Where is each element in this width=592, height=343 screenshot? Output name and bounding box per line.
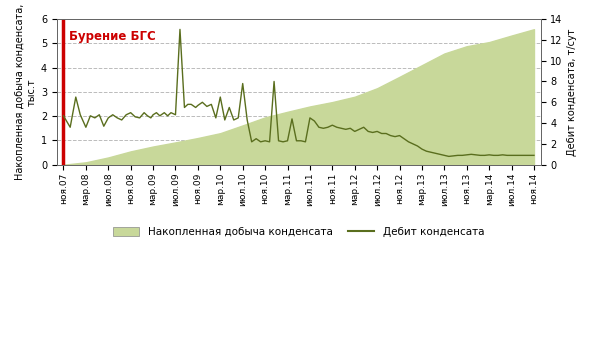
Y-axis label: Накопленная добыча конденсата,
тыс.т: Накопленная добыча конденсата, тыс.т: [15, 4, 37, 180]
Text: Бурение БГС: Бурение БГС: [69, 30, 156, 43]
Y-axis label: Дебит конденсата, т/сут: Дебит конденсата, т/сут: [567, 28, 577, 156]
Legend: Накопленная добыча конденсата, Дебит конденсата: Накопленная добыча конденсата, Дебит кон…: [109, 223, 488, 241]
